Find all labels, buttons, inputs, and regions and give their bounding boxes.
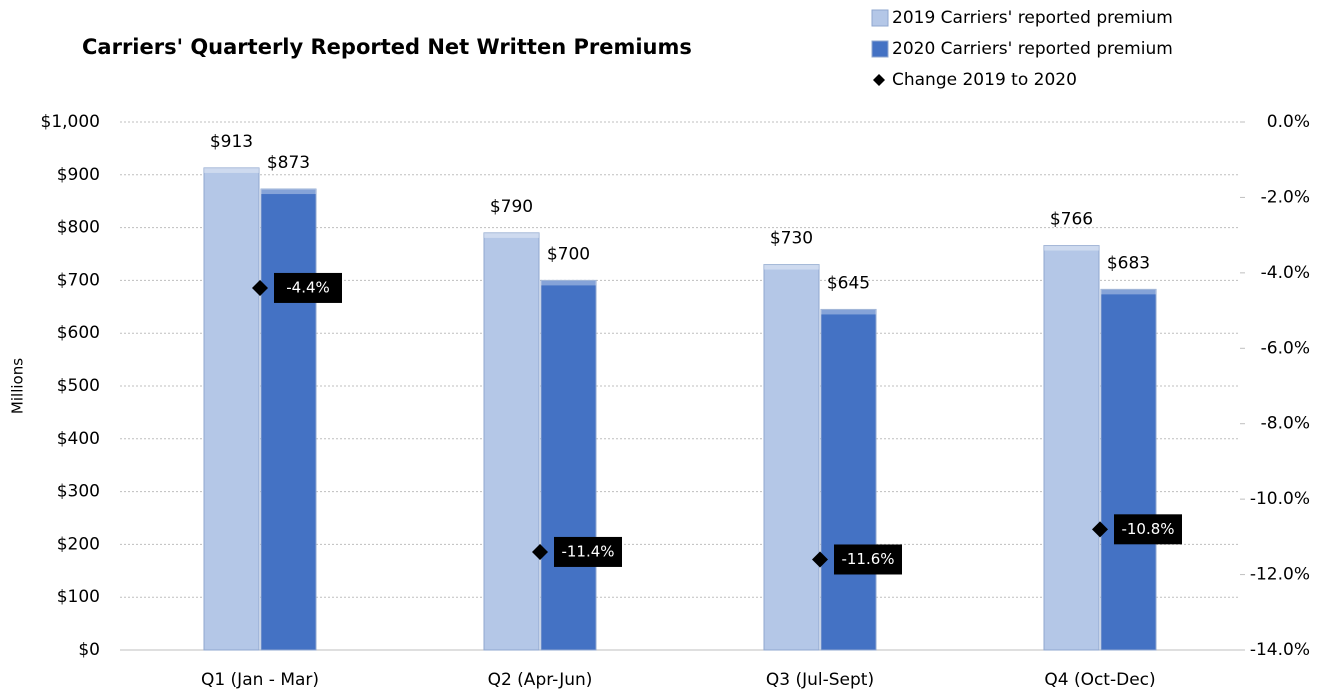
y-tick-label: $500 — [57, 376, 100, 396]
legend-label: 2019 Carriers' reported premium — [892, 8, 1173, 28]
y2-tick-label: 0.0% — [1267, 112, 1310, 132]
y-tick-label: $200 — [57, 534, 100, 554]
legend-label: 2020 Carriers' reported premium — [892, 39, 1173, 59]
x-tick-label: Q2 (Apr-Jun) — [488, 670, 593, 690]
y2-tick-label: -2.0% — [1261, 187, 1310, 207]
bar — [820, 308, 877, 651]
y-tick-label: $100 — [57, 587, 100, 607]
bar-cap — [484, 232, 539, 238]
y-tick-label: $1,000 — [41, 112, 100, 132]
data-label: $683 — [1107, 253, 1150, 273]
bar-cap — [261, 189, 316, 195]
y2-tick-label: -10.0% — [1250, 489, 1310, 509]
data-label: $645 — [827, 273, 870, 293]
bar — [260, 188, 317, 651]
y-tick-label: $300 — [57, 482, 100, 502]
value-label-box — [1114, 514, 1182, 545]
data-label: $700 — [547, 244, 590, 264]
bar — [1043, 245, 1100, 651]
bar — [203, 167, 260, 651]
value-label-box — [554, 536, 622, 567]
legend-swatch — [871, 9, 889, 27]
marker — [1092, 521, 1108, 538]
data-label: $873 — [267, 153, 310, 173]
y-axis-label: Millions — [9, 358, 27, 414]
y-tick-label: $0 — [78, 640, 100, 660]
bar-cap — [204, 167, 259, 173]
y2-tick-label: -8.0% — [1261, 414, 1310, 434]
data-label: -4.4% — [286, 278, 330, 296]
bar-cap — [1044, 245, 1099, 251]
chart-title: Carriers' Quarterly Reported Net Written… — [82, 35, 692, 59]
bar-cap — [821, 309, 876, 315]
bar-cap — [764, 264, 819, 270]
x-tick-label: Q3 (Jul-Sept) — [766, 670, 874, 690]
data-label: -11.4% — [561, 542, 614, 560]
bar-cap — [541, 280, 596, 286]
marker — [812, 551, 828, 568]
y-tick-label: $900 — [57, 165, 100, 185]
y-tick-label: $400 — [57, 429, 100, 449]
bar — [1100, 288, 1157, 651]
data-label: -10.8% — [1121, 520, 1174, 538]
value-label-box — [834, 544, 902, 575]
value-label-box — [274, 272, 342, 303]
marker — [532, 543, 548, 560]
data-label: $913 — [210, 132, 253, 152]
y-tick-label: $600 — [57, 323, 100, 343]
marker — [252, 279, 268, 296]
bar — [763, 264, 820, 651]
y2-tick-label: -12.0% — [1250, 565, 1310, 585]
data-label: $790 — [490, 197, 533, 217]
y-tick-label: $700 — [57, 270, 100, 290]
y2-tick-label: -14.0% — [1250, 640, 1310, 660]
x-tick-label: Q1 (Jan - Mar) — [201, 670, 319, 690]
y2-tick-label: -6.0% — [1261, 338, 1310, 358]
data-label: -11.6% — [841, 550, 894, 568]
legend-marker — [873, 74, 885, 86]
x-tick-label: Q4 (Oct-Dec) — [1044, 670, 1155, 690]
data-label: $766 — [1050, 210, 1093, 230]
bar — [540, 279, 597, 651]
y-tick-label: $800 — [57, 218, 100, 238]
bar — [483, 232, 540, 651]
data-label: $730 — [770, 229, 813, 249]
y2-tick-label: -4.0% — [1261, 263, 1310, 283]
legend-label: Change 2019 to 2020 — [892, 70, 1077, 90]
bar-cap — [1101, 289, 1156, 295]
legend-swatch — [871, 40, 889, 58]
